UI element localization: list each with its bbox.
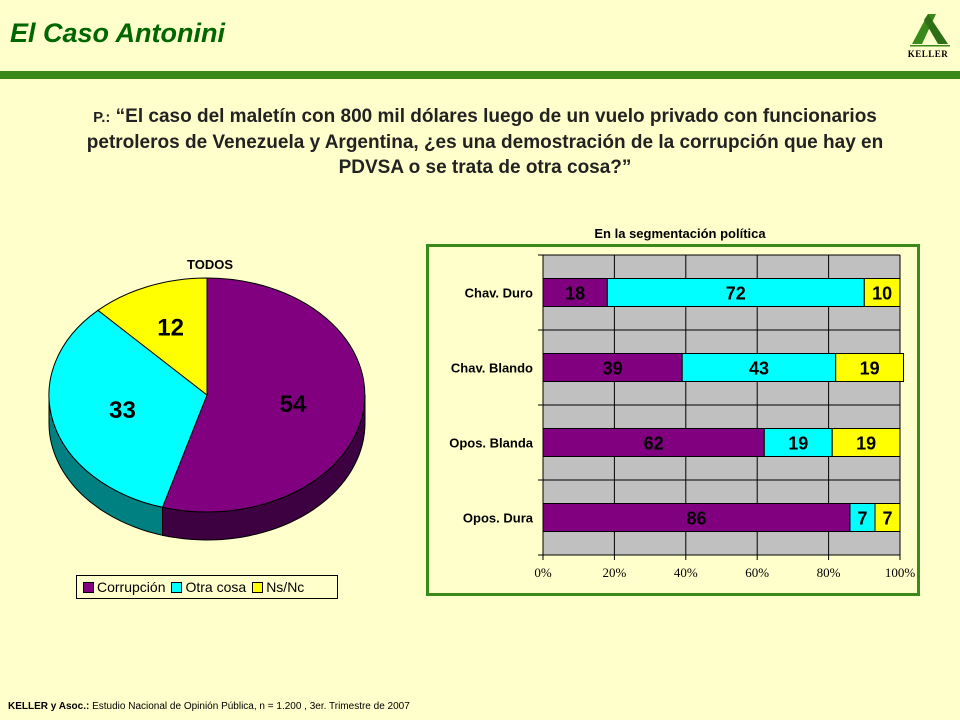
bar-otra-cosa-chav-blando [681, 353, 837, 382]
legend-swatch-corrupcion [83, 581, 94, 593]
pie-value-label: 33 [109, 397, 136, 424]
x-tick-label: 60% [745, 565, 769, 580]
legend-swatch-otra-cosa [171, 581, 183, 593]
bar-ns-nc-chav-blando [835, 353, 905, 382]
logo-text: KELLER [907, 49, 949, 59]
pie-slice-ns-nc [97, 277, 208, 397]
question-prefix: P.: [93, 109, 111, 126]
legend-label: Corrupción [97, 579, 166, 595]
category-label: Chav. Duro [465, 286, 533, 301]
bar-value-label: 7 [882, 509, 892, 529]
page-title: El Caso Antonini [10, 18, 225, 48]
legend-label: Ns/Nc [266, 579, 305, 595]
question-text: “El caso del maletín con 800 mil dólares… [86, 106, 884, 178]
bar-value-label: 62 [644, 434, 664, 454]
bar-ns-nc-opos-dura [874, 503, 901, 532]
bar-corrupcion-opos-dura [542, 503, 851, 532]
x-tick-label: 80% [817, 565, 841, 580]
pie-slice-otra-cosa [48, 309, 208, 508]
category-label: Chav. Blando [451, 361, 533, 376]
x-tick-label: 40% [674, 565, 698, 580]
category-label: Opos. Dura [463, 511, 534, 526]
source-org: KELLER y Asoc.: [8, 701, 90, 712]
bar-otra-cosa-chav-duro [606, 278, 865, 307]
bar-value-label: 19 [856, 434, 876, 454]
bar-corrupcion-opos-blanda [542, 428, 765, 457]
bar-value-label: 39 [603, 359, 623, 379]
survey-question: P.: “El caso del maletín con 800 mil dól… [70, 104, 900, 180]
legend-label: Otra cosa [185, 579, 247, 595]
x-tick-label: 20% [602, 565, 626, 580]
legend-item-otra-cosa: Otra cosa [171, 579, 246, 595]
bar-value-label: 19 [860, 359, 880, 379]
pie-title: TODOS [187, 257, 233, 272]
bar-ns-nc-opos-blanda [831, 428, 901, 457]
bar-value-label: 86 [686, 509, 706, 529]
pie-value-label: 12 [157, 315, 184, 342]
bar-value-label: 10 [872, 284, 892, 304]
bar-chart-frame [426, 244, 920, 596]
bar-value-label: 18 [565, 284, 585, 304]
legend-swatch-nsnc [252, 581, 264, 593]
source-footer: KELLER y Asoc.: Estudio Nacional de Opin… [8, 701, 410, 712]
bar-otra-cosa-opos-dura [849, 503, 876, 532]
pie-legend: Corrupción Otra cosa Ns/Nc [76, 575, 338, 599]
x-tick-label: 100% [885, 565, 916, 580]
source-text: Estudio Nacional de Opinión Pública, n =… [92, 701, 410, 712]
bar-value-label: 19 [788, 434, 808, 454]
x-tick-label: 0% [534, 565, 552, 580]
pie-slice-corrupcion [161, 277, 366, 513]
bar-chart-title: En la segmentación política [594, 226, 766, 241]
bar-value-label: 7 [857, 509, 867, 529]
keller-logo-icon [910, 14, 950, 47]
bar-otra-cosa-opos-blanda [763, 428, 833, 457]
bar-corrupcion-chav-blando [542, 353, 683, 382]
pie-value-label: 54 [280, 391, 307, 418]
bar-corrupcion-chav-duro [542, 278, 608, 307]
category-label: Opos. Blanda [449, 436, 534, 451]
bar-value-label: 72 [726, 284, 746, 304]
bar-ns-nc-chav-duro [863, 278, 901, 307]
bar-value-label: 43 [749, 359, 769, 379]
legend-item-nsnc: Ns/Nc [252, 579, 304, 595]
header-divider [0, 71, 960, 79]
legend-item-corrupcion: Corrupción [83, 579, 165, 595]
